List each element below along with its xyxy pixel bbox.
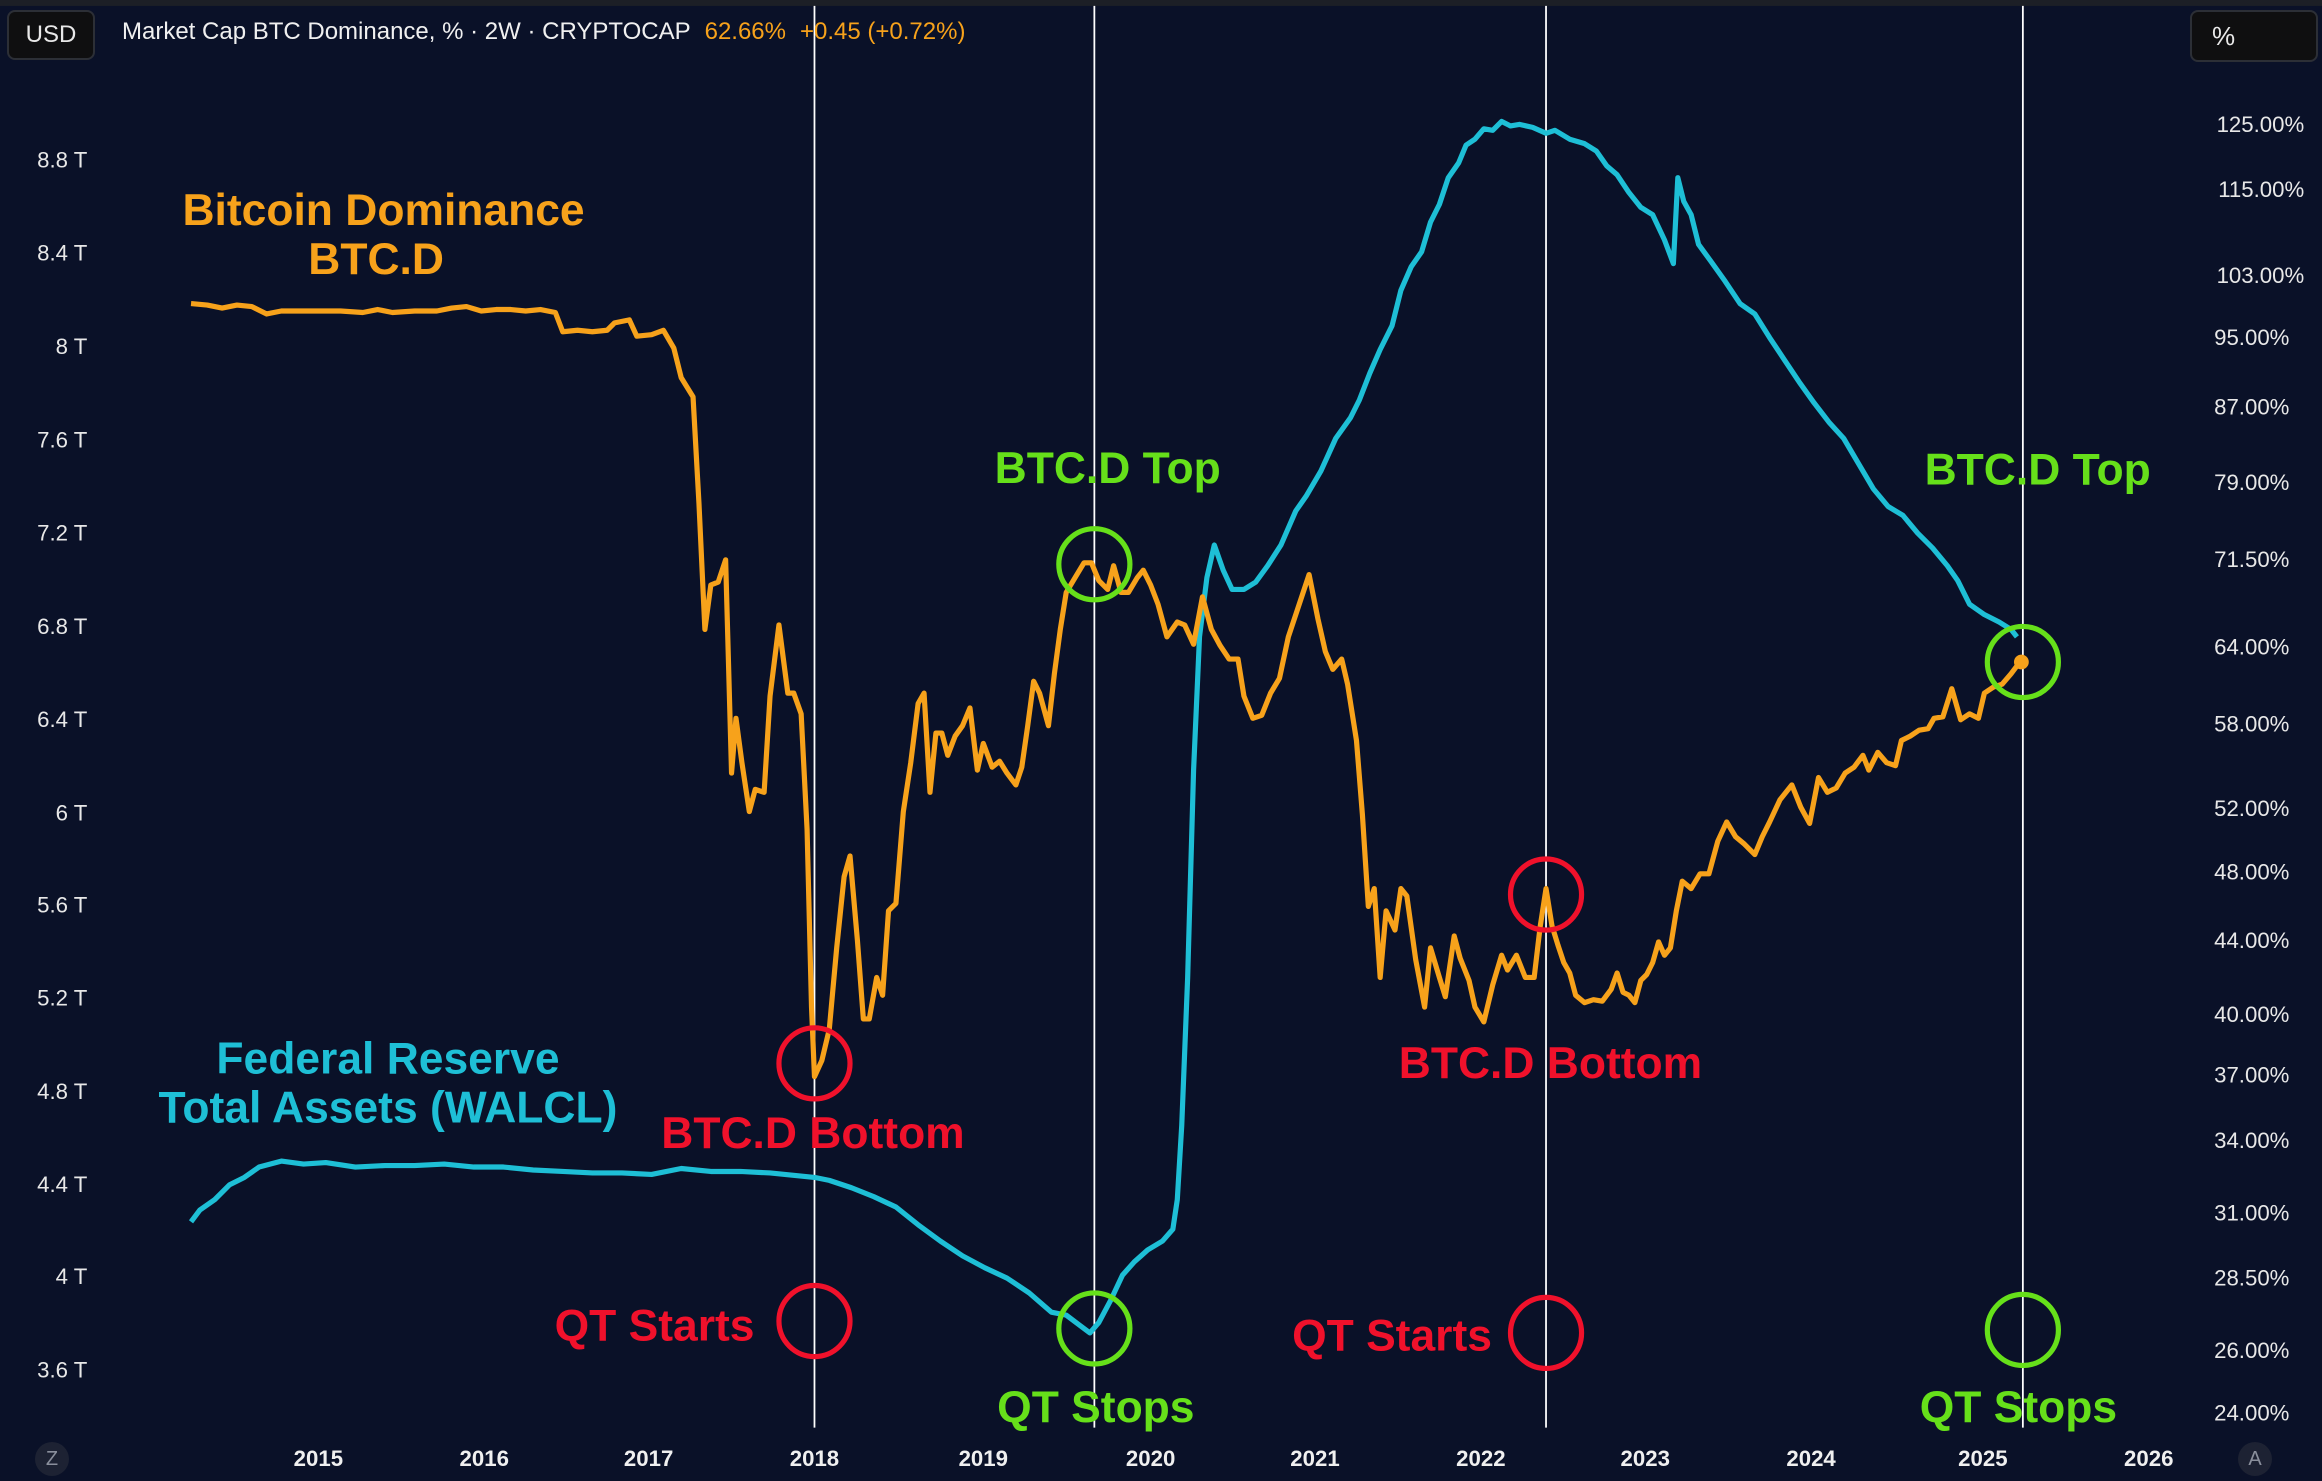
- right-tick: 87.00%: [2214, 395, 2289, 420]
- btcd-series-label-line2: BTC.D: [308, 235, 444, 284]
- year-tick: 2017: [624, 1446, 673, 1471]
- left-tick: 5.2 T: [37, 986, 88, 1011]
- year-tick: 2026: [2124, 1446, 2173, 1471]
- year-tick: 2019: [959, 1446, 1008, 1471]
- qt-starts-label-1: QT Starts: [555, 1301, 755, 1350]
- auto-scale-button[interactable]: A: [2238, 1442, 2272, 1476]
- year-tick: 2015: [294, 1446, 343, 1471]
- series-legend[interactable]: Market Cap BTC Dominance, % · 2W · CRYPT…: [122, 18, 965, 46]
- right-tick: 79.00%: [2214, 470, 2289, 495]
- right-tick: 34.00%: [2214, 1128, 2289, 1153]
- left-tick: 4 T: [56, 1264, 88, 1289]
- qt-stops-label-2: QT Stops: [1920, 1383, 2117, 1432]
- year-tick: 2023: [1621, 1446, 1670, 1471]
- right-tick: 64.00%: [2214, 635, 2289, 660]
- vertical-markers: [813, 5, 2024, 1428]
- left-tick: 8.8 T: [37, 147, 88, 172]
- year-tick: 2025: [1958, 1446, 2007, 1471]
- left-tick: 5.6 T: [37, 892, 88, 917]
- top-strip: [0, 0, 2322, 6]
- left-tick: 8.4 T: [37, 241, 88, 266]
- right-tick: 28.50%: [2214, 1266, 2289, 1291]
- qt-stops-circle-2: [1984, 1291, 2061, 1369]
- right-tick: 44.00%: [2214, 928, 2289, 953]
- year-tick: 2022: [1456, 1446, 1505, 1471]
- time-axis[interactable]: 2015 2016 2017 2018 2019 2020 2021 2022 …: [294, 1446, 2174, 1471]
- zoom-reset-button[interactable]: Z: [35, 1442, 69, 1476]
- right-tick: 31.00%: [2214, 1200, 2289, 1225]
- left-tick: 6.8 T: [37, 614, 88, 639]
- year-tick: 2024: [1786, 1446, 1836, 1471]
- btcd-bottom-circle-1: [776, 1025, 853, 1102]
- btcd-top-label-1: BTC.D Top: [995, 444, 1221, 493]
- qt-starts-circle-1: [776, 1282, 853, 1360]
- btcd-series-label-line1: Bitcoin Dominance: [182, 186, 584, 235]
- right-tick: 71.50%: [2214, 547, 2289, 572]
- right-tick: 58.00%: [2214, 712, 2289, 737]
- right-tick: 24.00%: [2214, 1400, 2289, 1425]
- qt-stops-label-1: QT Stops: [997, 1383, 1194, 1432]
- left-tick: 7.2 T: [37, 521, 88, 546]
- left-tick: 7.6 T: [37, 427, 88, 452]
- btcd-bottom-label-1: BTC.D Bottom: [661, 1109, 964, 1158]
- annotation-circles: [776, 526, 2061, 1372]
- right-axis[interactable]: 125.00% 115.00% 103.00% 95.00% 87.00% 79…: [2214, 112, 2304, 1425]
- btcd-top-label-2: BTC.D Top: [1925, 445, 2151, 494]
- right-tick: 26.00%: [2214, 1338, 2289, 1363]
- walcl-series-label-line2: Total Assets (WALCL): [159, 1084, 618, 1133]
- btcd-top-circle-1: [1056, 526, 1133, 603]
- right-tick: 125.00%: [2217, 112, 2305, 137]
- last-value: 62.66%: [704, 18, 786, 45]
- year-tick: 2020: [1126, 1446, 1175, 1471]
- left-axis[interactable]: 8.8 T 8.4 T 8 T 7.6 T 7.2 T 6.8 T 6.4 T …: [37, 147, 88, 1382]
- left-tick: 8 T: [56, 334, 88, 359]
- right-tick: 37.00%: [2214, 1063, 2289, 1088]
- qt-starts-label-2: QT Starts: [1292, 1312, 1492, 1361]
- year-tick: 2016: [460, 1446, 509, 1471]
- left-tick: 3.6 T: [37, 1357, 88, 1382]
- walcl-line: [188, 118, 2019, 1336]
- left-tick: 6.4 T: [37, 707, 88, 732]
- right-tick: 115.00%: [2218, 177, 2304, 202]
- chart-background: [0, 5, 2322, 1481]
- left-tick: 4.8 T: [37, 1079, 88, 1104]
- percent-scale-button[interactable]: %: [2190, 10, 2318, 62]
- btc-dominance-line: [190, 301, 2022, 1080]
- year-tick: 2021: [1290, 1446, 1339, 1471]
- btcd-top-circle-2: [1984, 623, 2061, 701]
- qt-starts-circle-2: [1507, 1294, 1585, 1372]
- right-tick: 95.00%: [2214, 325, 2289, 350]
- right-tick: 40.00%: [2214, 1002, 2289, 1027]
- year-tick: 2018: [790, 1446, 839, 1471]
- right-tick: 48.00%: [2214, 860, 2289, 885]
- left-tick: 4.4 T: [37, 1172, 88, 1197]
- left-tick: 6 T: [56, 800, 88, 825]
- btcd-bottom-label-2: BTC.D Bottom: [1399, 1039, 1702, 1088]
- price-change: +0.45 (+0.72%): [800, 18, 966, 45]
- currency-button[interactable]: USD: [7, 10, 95, 60]
- last-value-dot: [2013, 654, 2029, 670]
- right-tick: 103.00%: [2217, 263, 2305, 288]
- right-tick: 52.00%: [2214, 796, 2289, 821]
- series-title: Market Cap BTC Dominance, % · 2W · CRYPT…: [122, 18, 691, 45]
- walcl-series-label-line1: Federal Reserve: [216, 1035, 559, 1084]
- qt-stops-circle-1: [1056, 1290, 1133, 1367]
- btcd-bottom-circle-2: [1507, 856, 1585, 933]
